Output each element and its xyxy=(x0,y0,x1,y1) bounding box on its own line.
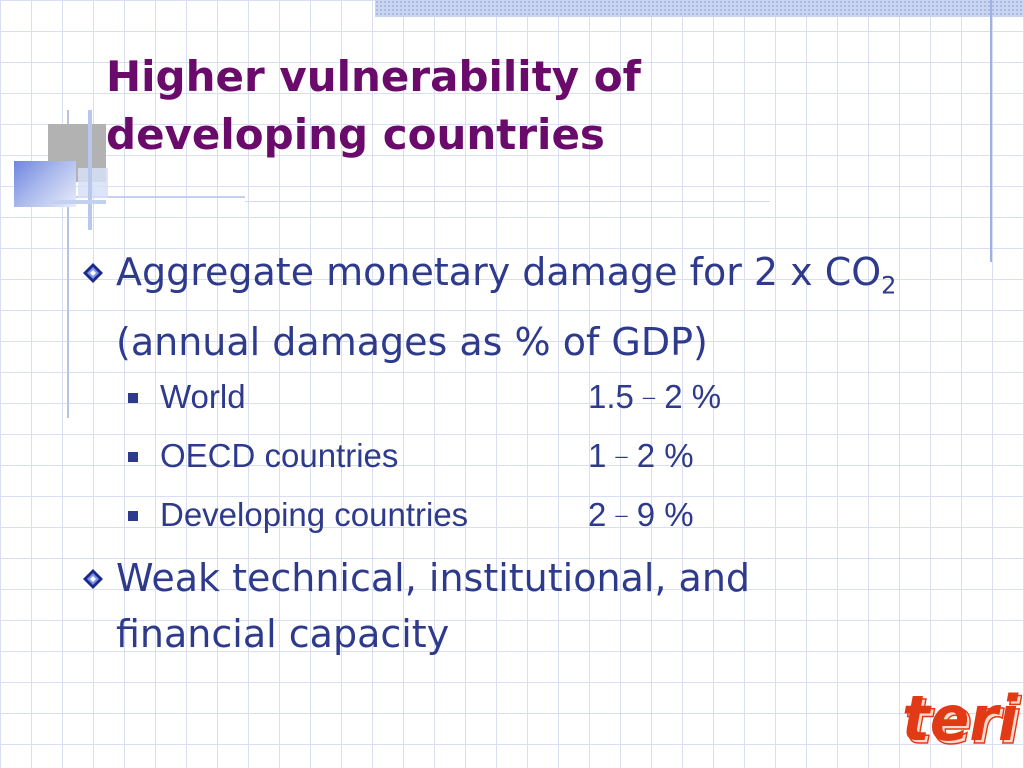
range-dash: – xyxy=(615,443,628,469)
row-world: World 1.5 – 2 % xyxy=(128,378,828,418)
range-dash: – xyxy=(615,502,628,528)
row-oecd: OECD countries 1 – 2 % xyxy=(128,437,828,477)
diamond-bullet-icon xyxy=(83,263,103,283)
square-bullet-icon xyxy=(128,511,138,521)
decorative-cross-horizontal xyxy=(48,200,106,204)
bullet-weak-capacity-line2: financial capacity xyxy=(116,612,450,656)
slide-title-line2: developing countries xyxy=(106,110,605,159)
bullet-text-part1: Aggregate monetary damage for 2 x CO xyxy=(116,250,882,294)
decorative-blue-square xyxy=(14,161,76,207)
decorative-light-square xyxy=(78,168,108,198)
square-bullet-icon xyxy=(128,393,138,403)
row-label: World xyxy=(160,378,246,415)
top-decorative-band xyxy=(375,0,1024,17)
row-value-low: 1.5 xyxy=(588,378,634,415)
row-value: 1 – 2 % xyxy=(588,437,694,475)
row-developing: Developing countries 2 – 9 % xyxy=(128,496,828,536)
row-value: 1.5 – 2 % xyxy=(588,378,721,416)
row-value-high: 9 % xyxy=(636,496,694,533)
row-label: Developing countries xyxy=(160,496,469,533)
row-value-low: 1 xyxy=(588,437,607,474)
row-label: OECD countries xyxy=(160,437,399,474)
teri-logo: teri teri xyxy=(902,682,1022,758)
bullet-text-part2: (annual damages as % of GDP) xyxy=(116,319,708,364)
slide-title-line1: Higher vulnerability of xyxy=(106,52,641,101)
bullet-weak-capacity: Weak technical, institutional, and finan… xyxy=(78,550,958,662)
square-bullet-icon xyxy=(128,452,138,462)
row-value-low: 2 xyxy=(588,496,607,533)
title-underline-extension xyxy=(245,201,770,202)
decorative-vertical-line-right xyxy=(990,0,992,262)
bullet-aggregate-damage: Aggregate monetary damage for 2 x CO2 (a… xyxy=(78,244,958,370)
decorative-vertical-line-left xyxy=(67,110,69,418)
title-underline xyxy=(20,196,245,198)
svg-text:teri: teri xyxy=(905,685,1022,758)
row-value: 2 – 9 % xyxy=(588,496,694,534)
slide-title: Higher vulnerability of developing count… xyxy=(106,48,641,164)
bullet-weak-capacity-line1: Weak technical, institutional, and xyxy=(116,556,751,600)
range-dash: – xyxy=(643,384,656,410)
row-value-high: 2 % xyxy=(664,378,722,415)
teri-logo-text: teri xyxy=(902,682,1019,755)
diamond-bullet-icon xyxy=(83,569,103,589)
decorative-cross-vertical xyxy=(88,110,92,230)
bullet-aggregate-damage-text: Aggregate monetary damage for 2 x CO2 (a… xyxy=(116,244,958,370)
row-value-high: 2 % xyxy=(636,437,694,474)
co2-subscript: 2 xyxy=(881,271,897,300)
